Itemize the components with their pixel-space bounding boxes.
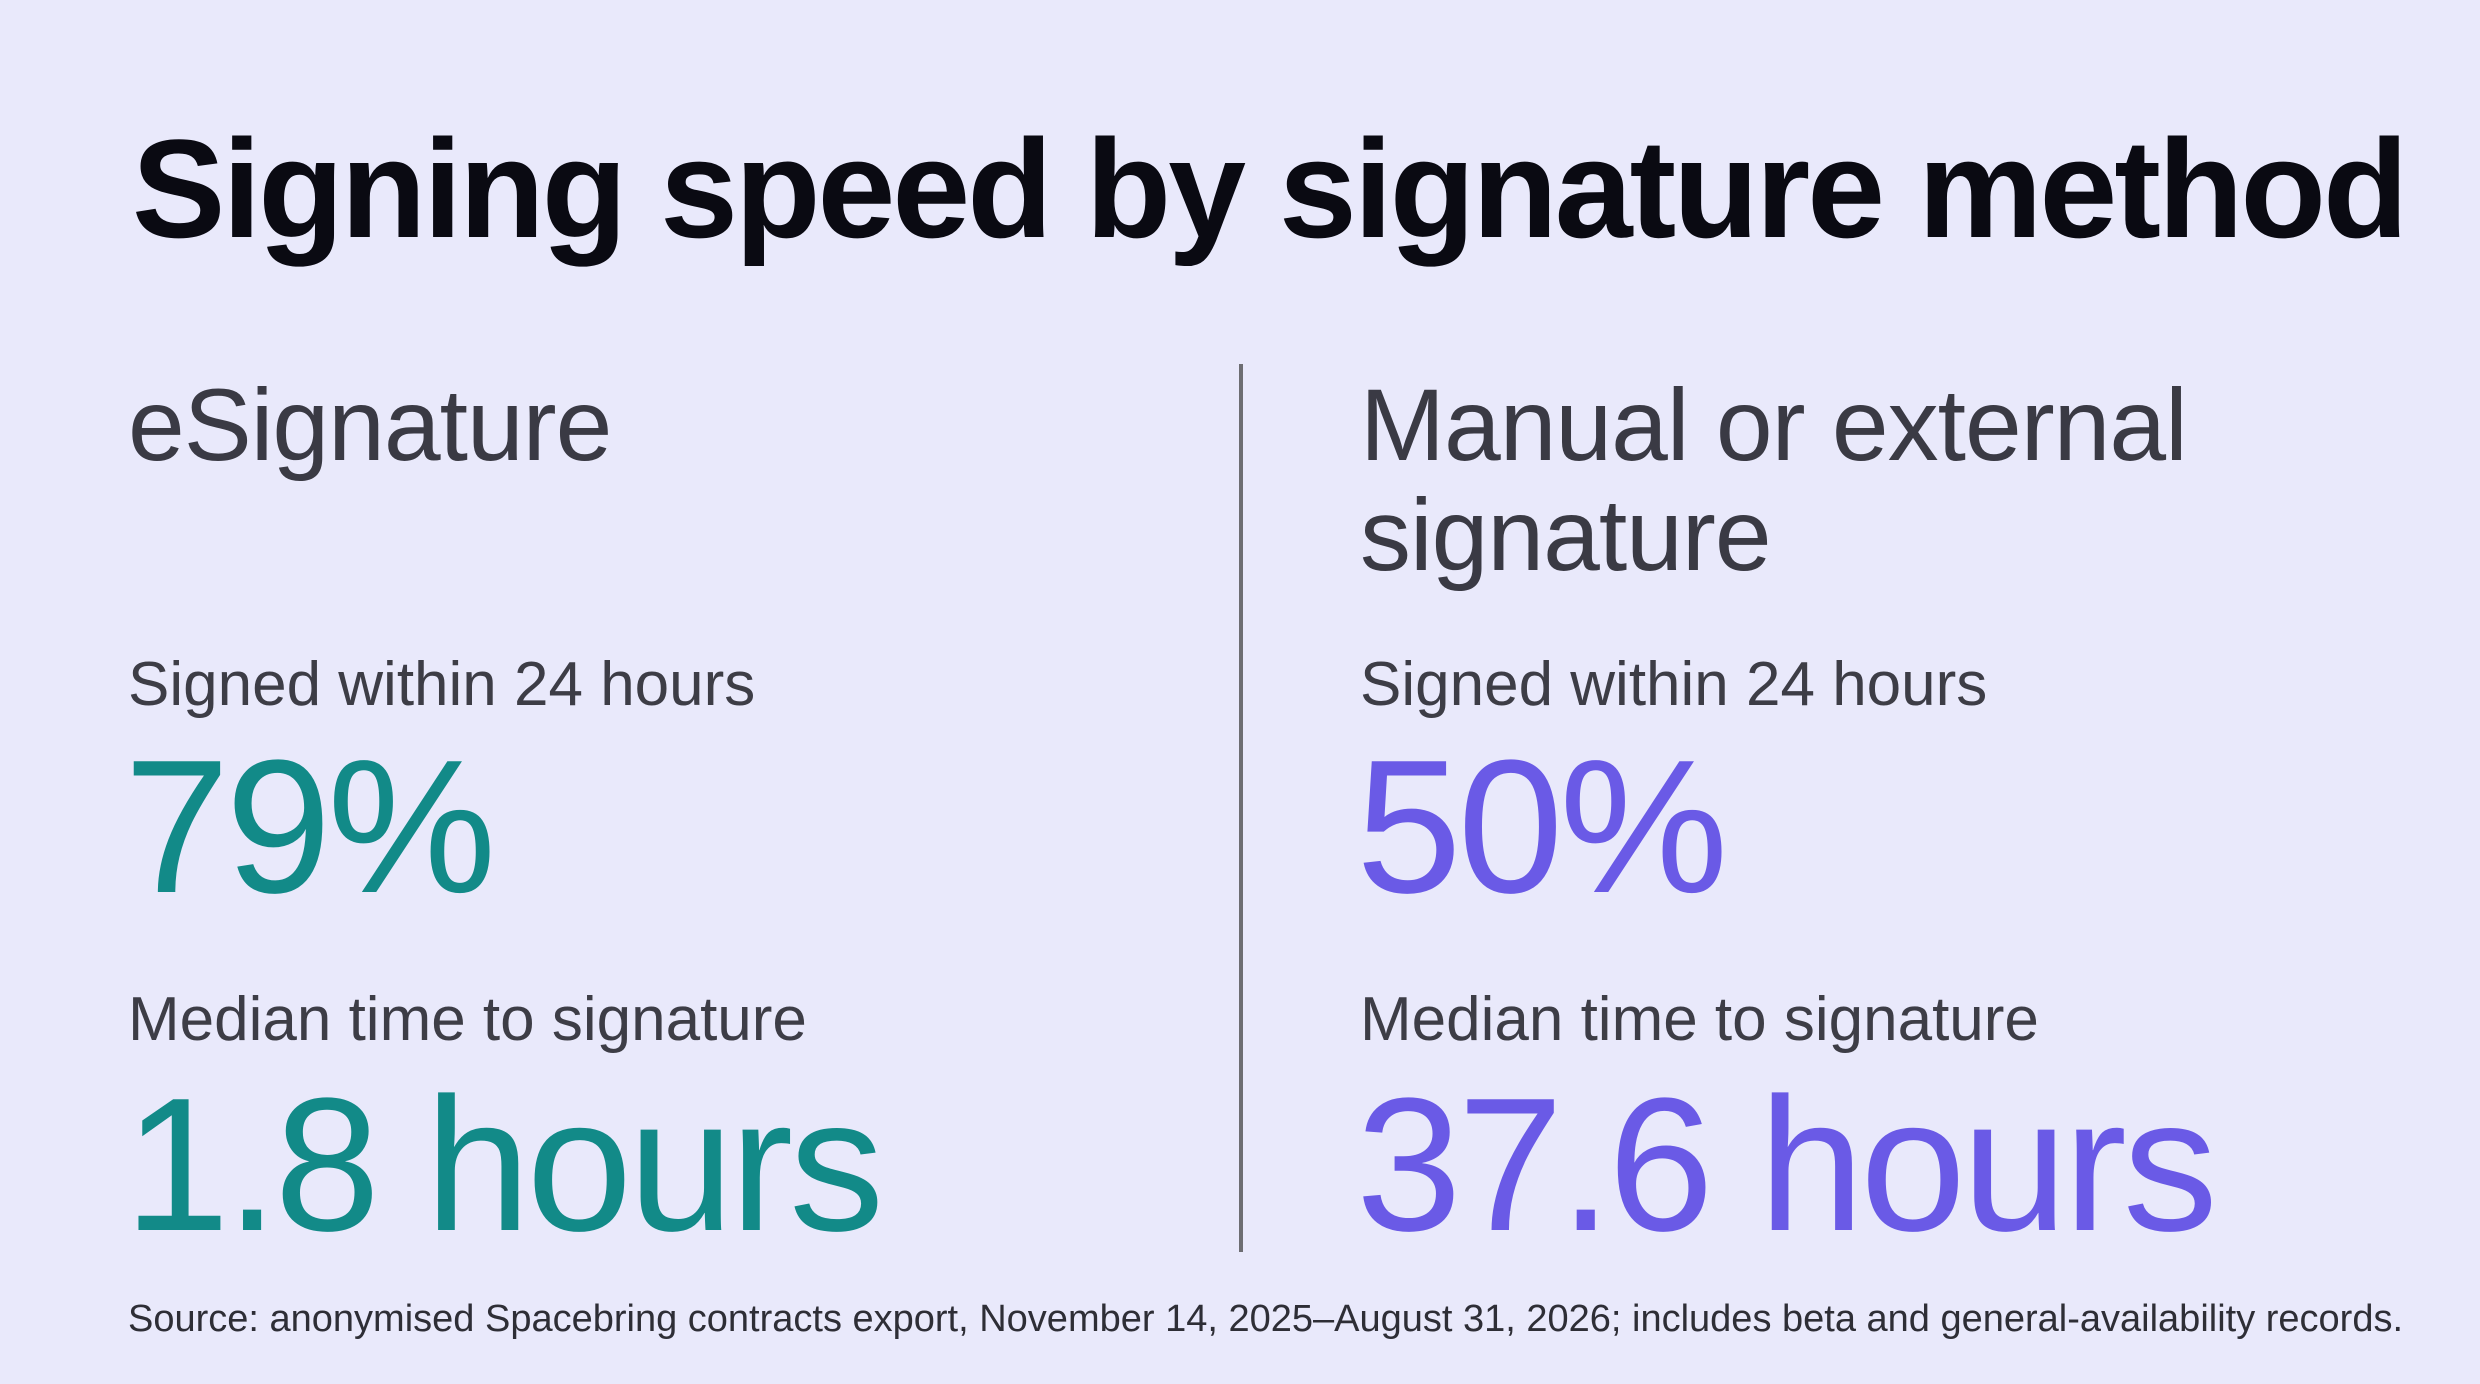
signed-within-24h-label: Signed within 24 hours <box>1360 650 1988 719</box>
method-heading: Manual or external signature <box>1360 368 2188 592</box>
manual-signature-column: Manual or external signature Signed with… <box>1356 368 2400 1260</box>
median-time-label: Median time to signature <box>1360 985 2039 1054</box>
median-time-value: 1.8 hours <box>124 1059 884 1271</box>
median-time-value: 37.6 hours <box>1356 1059 2218 1271</box>
page-title: Signing speed by signature method <box>132 110 2408 267</box>
esignature-column: eSignature Signed within 24 hours 79% Me… <box>124 368 1148 1260</box>
source-note: Source: anonymised Spacebring contracts … <box>128 1298 2404 1340</box>
signed-within-24h-label: Signed within 24 hours <box>128 650 756 719</box>
median-time-label: Median time to signature <box>128 985 807 1054</box>
method-heading: eSignature <box>128 368 612 482</box>
signed-within-24h-value: 79% <box>124 721 496 933</box>
signed-within-24h-value: 50% <box>1356 721 1728 933</box>
column-divider <box>1239 364 1243 1252</box>
